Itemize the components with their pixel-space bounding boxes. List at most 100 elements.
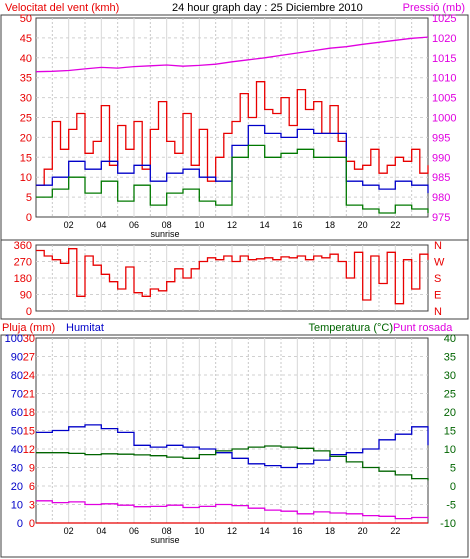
rain-tick-label: 30 [23,333,35,345]
humidity-tick-label: 50 [11,426,23,438]
hour-tick-label: 02 [64,526,74,536]
axis-labels: 0510152025303540455097598098599099510001… [5,13,457,545]
wind-tick-label: 40 [20,53,32,65]
hour-tick-label: 20 [358,526,368,536]
pressure-tick-label: 985 [432,172,450,184]
pressure-tick-label: 1015 [432,53,456,65]
pressure-tick-label: 1005 [432,93,456,105]
direction-tick-label: 0 [26,306,32,318]
temperature-tick-label: 25 [444,389,456,401]
temperature-axis-title: Temperatura (°C) [309,322,393,334]
humidity-series [36,424,429,469]
rain-tick-label: 18 [23,407,35,419]
rain-tick-label: 3 [29,500,35,512]
graph-title: 24 hour graph day : 25 Diciembre 2010 [172,2,363,14]
rain-tick-label: 6 [29,481,35,493]
temperature-tick-label: 20 [444,407,456,419]
temperature-series [36,445,429,481]
hour-tick-label: 20 [358,220,368,230]
wind-tick-label: 5 [26,192,32,204]
dewpoint-axis-title: Punt rosada [393,322,453,334]
wind-tick-label: 15 [20,152,32,164]
direction-tick-label: 360 [14,240,32,252]
rain-tick-label: 0 [29,518,35,530]
humidity-tick-label: 20 [11,481,23,493]
hour-tick-label: 04 [96,220,106,230]
pressure-tick-label: 1025 [432,13,456,25]
pressure-axis-title: Pressió (mb) [403,2,465,14]
wind-tick-label: 25 [20,113,32,125]
hour-tick-label: 16 [292,526,302,536]
temperature-tick-label: 15 [444,426,456,438]
panel-frames [0,14,469,558]
humidity-tick-label: 80 [11,370,23,382]
rain-tick-label: 21 [23,389,35,401]
hour-tick-label: 14 [260,220,270,230]
pressure-tick-label: 990 [432,152,450,164]
humidity-panel-frame [0,334,469,558]
pressure-tick-label: 995 [432,132,450,144]
hour-tick-label: 06 [129,526,139,536]
temperature-tick-label: 40 [444,333,456,345]
hour-tick-label: 12 [227,220,237,230]
hour-tick-label: 06 [129,220,139,230]
direction-tick-label: 180 [14,273,32,285]
pressure-tick-label: 1000 [432,113,456,125]
wind-tick-label: 45 [20,33,32,45]
rain-tick-label: 27 [23,352,35,364]
humidity-tick-label: 60 [11,407,23,419]
humidity-tick-label: 70 [11,389,23,401]
hour-tick-label: 18 [325,220,335,230]
humidity-axis-title: Humitat [66,322,104,334]
compass-label: E [434,290,441,302]
compass-label: N [434,240,442,252]
temperature-tick-label: 5 [450,463,456,475]
direction-panel-frame [0,239,469,320]
temperature-tick-label: 10 [444,444,456,456]
hour-tick-label: 16 [292,220,302,230]
gust-series [36,81,429,186]
hour-tick-label: 10 [194,220,204,230]
hour-tick-label: 12 [227,526,237,536]
hour-tick-label: 22 [390,220,400,230]
temperature-tick-label: -10 [440,518,456,530]
temperature-tick-label: 35 [444,352,456,364]
hour-tick-label: 18 [325,526,335,536]
sunrise-label: sunrise [151,535,180,545]
pressure-tick-label: 1020 [432,33,456,45]
rain-tick-label: 12 [23,444,35,456]
wind-axis-title: Velocitat del vent (kmh) [5,2,119,14]
hour-tick-label: 04 [96,526,106,536]
temperature-tick-label: 30 [444,370,456,382]
wind_low-series [36,144,429,214]
pressure-series [35,36,429,73]
compass-label: N [434,306,442,318]
humidity-tick-label: 30 [11,463,23,475]
rain-tick-label: 9 [29,463,35,475]
wind-tick-label: 20 [20,132,32,144]
hour-tick-label: 14 [260,526,270,536]
humidity-tick-label: 40 [11,444,23,456]
humidity-tick-label: 0 [17,518,23,530]
wind-tick-label: 30 [20,93,32,105]
data-lines [35,36,429,524]
direction-series [36,248,429,305]
temperature-tick-label: -5 [446,500,456,512]
hour-tick-label: 22 [390,526,400,536]
hour-tick-label: 08 [162,220,172,230]
hour-tick-label: 08 [162,526,172,536]
compass-label: W [434,257,445,269]
humidity-tick-label: 100 [5,333,23,345]
pressure-tick-label: 1010 [432,73,456,85]
hour-tick-label: 02 [64,220,74,230]
hour-tick-label: 10 [194,526,204,536]
pressure-tick-label: 975 [432,212,450,224]
compass-label: S [434,273,441,285]
rain-tick-label: 24 [23,370,35,382]
dewpoint-series [36,500,429,520]
sunrise-label: sunrise [151,229,180,239]
wind-tick-label: 0 [26,212,32,224]
wind-tick-label: 10 [20,172,32,184]
wind-tick-label: 50 [20,13,32,25]
